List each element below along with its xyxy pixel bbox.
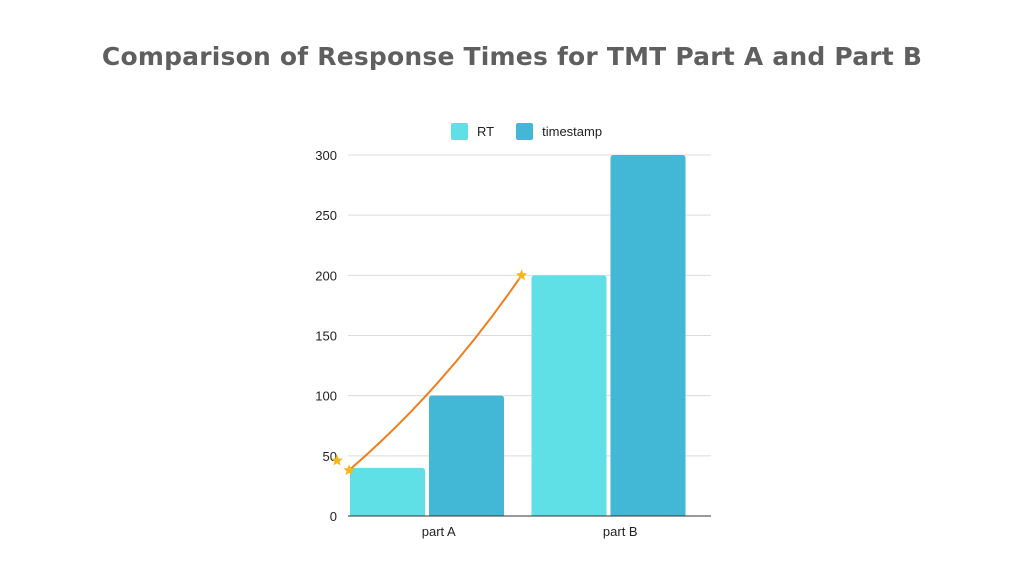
legend-item-rt: RT (451, 123, 494, 140)
bar-rt-part-A (350, 467, 425, 516)
x-tick-label-part-A: part A (422, 524, 456, 539)
extra-star-marker (331, 454, 343, 466)
legend-label-timestamp: timestamp (542, 124, 603, 139)
bar-timestamp-part-B (610, 155, 686, 516)
y-tick-label-100: 100 (315, 389, 337, 404)
y-tick-label-200: 200 (315, 268, 337, 283)
y-tick-label-0: 0 (330, 509, 337, 524)
legend-swatch-rt (451, 123, 468, 140)
legend-item-timestamp: timestamp (516, 123, 602, 140)
chart-title: Comparison of Response Times for TMT Par… (101, 42, 923, 71)
legend-label-rt: RT (477, 124, 495, 139)
x-tick-label-part-B: part B (603, 524, 638, 539)
y-tick-label-150: 150 (315, 329, 337, 344)
y-tick-label-300: 300 (315, 148, 337, 163)
overlay-star-end (515, 269, 528, 281)
bar-timestamp-part-A (429, 395, 504, 516)
overlay-star-start (343, 464, 355, 476)
overlay-curve (348, 274, 523, 472)
bar-rt-part-B (531, 275, 607, 516)
legend: RT timestamp (451, 123, 624, 140)
y-tick-label-250: 250 (315, 208, 337, 223)
legend-swatch-timestamp (516, 123, 534, 140)
